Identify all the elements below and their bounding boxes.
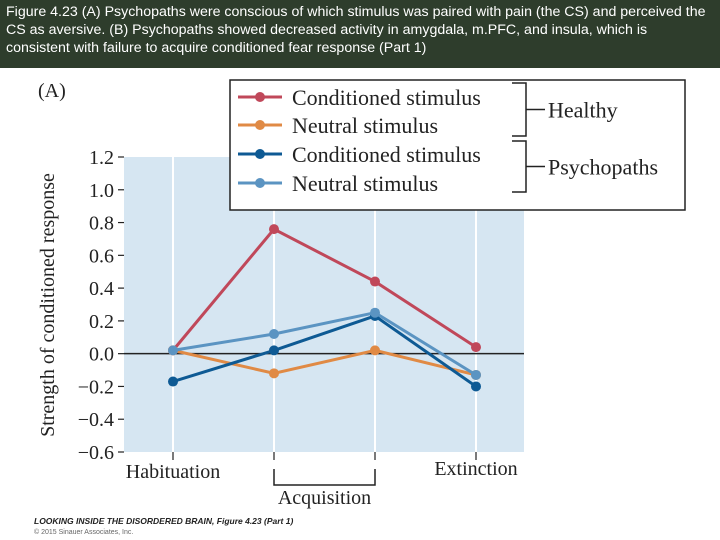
acquisition-bracket [273, 469, 376, 486]
y-tick-label: 0.0 [89, 344, 114, 366]
data-point [471, 342, 481, 353]
y-tick-label: −0.6 [78, 442, 114, 464]
data-point [370, 276, 380, 287]
data-point [269, 345, 279, 356]
data-point [370, 307, 380, 318]
x-group-label: Acquisition [278, 487, 371, 509]
series-line [172, 314, 477, 388]
y-tick-label: 0.8 [89, 213, 114, 235]
data-point [168, 345, 178, 356]
x-tick-label: Extinction [434, 458, 517, 480]
data-point [168, 376, 178, 387]
legend-group-label: Psychopaths [548, 155, 658, 180]
legend-swatch-point [255, 92, 265, 102]
y-tick-label: 0.6 [89, 245, 114, 267]
legend-swatch-point [255, 120, 265, 130]
y-tick-label: −0.2 [78, 376, 114, 398]
legend-swatch-point [255, 149, 265, 159]
data-point [370, 345, 380, 356]
y-tick-label: −0.4 [78, 409, 114, 431]
y-axis-label: Strength of conditioned response [37, 173, 59, 437]
legend-group-label: Healthy [548, 98, 618, 123]
y-tick-label: 1.0 [89, 180, 114, 202]
figure-credit: LOOKING INSIDE THE DISORDERED BRAIN, Fig… [34, 516, 294, 526]
data-point [269, 368, 279, 379]
data-point [471, 369, 481, 380]
data-point [269, 224, 279, 235]
series-line [172, 311, 477, 377]
y-tick-label: 0.2 [89, 311, 114, 333]
legend-entry: Neutral stimulus [292, 113, 438, 138]
legend-entry: Conditioned stimulus [292, 142, 481, 167]
legend-entry: Neutral stimulus [292, 171, 438, 196]
series-line [172, 348, 477, 377]
y-tick-label: 0.4 [89, 278, 114, 300]
panel-label: (A) [38, 80, 66, 102]
legend-entry: Conditioned stimulus [292, 85, 481, 110]
legend-box [229, 79, 686, 211]
y-tick-label: 1.2 [89, 147, 114, 169]
x-tick-label: Habituation [126, 461, 220, 483]
copyright-notice: © 2015 Sinauer Associates, Inc. [34, 529, 134, 536]
data-point [471, 381, 481, 392]
legend-swatch-point [255, 178, 265, 188]
series-line [171, 227, 477, 352]
figure-caption: Figure 4.23 (A) Psychopaths were conscio… [0, 0, 720, 68]
data-point [269, 329, 279, 339]
